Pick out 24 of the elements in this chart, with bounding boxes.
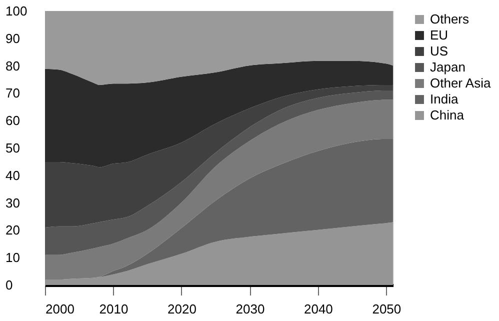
x-tick-label: 2020	[168, 302, 196, 316]
x-tick-label: 2050	[372, 302, 402, 316]
y-tick-label: 90	[6, 30, 20, 46]
y-tick-label: 10	[6, 250, 20, 266]
y-tick-label: 70	[6, 86, 20, 101]
legend-label: Others	[430, 12, 470, 26]
y-tick-label: 20	[6, 222, 20, 238]
y-tick-label: 100	[6, 4, 28, 18]
x-tick-label: 2040	[304, 302, 333, 316]
y-tick-label: 80	[6, 58, 20, 74]
y-tick-label: 30	[6, 195, 20, 210]
legend-label: China	[430, 108, 465, 122]
y-tick-label: 60	[6, 113, 20, 128]
legend-label: India	[430, 92, 459, 106]
legend-label: EU	[430, 28, 448, 42]
legend-label: US	[430, 44, 448, 58]
legend-label: Japan	[430, 60, 466, 74]
y-tick-label: 50	[6, 140, 20, 156]
x-tick-label: 2010	[99, 302, 128, 316]
legend-label: Other Asia	[430, 76, 492, 90]
y-tick-label: 0	[6, 278, 13, 292]
y-tick-label: 40	[6, 168, 20, 183]
x-tick-label: 2030	[236, 302, 265, 316]
x-tick-label: 2000	[46, 302, 74, 316]
